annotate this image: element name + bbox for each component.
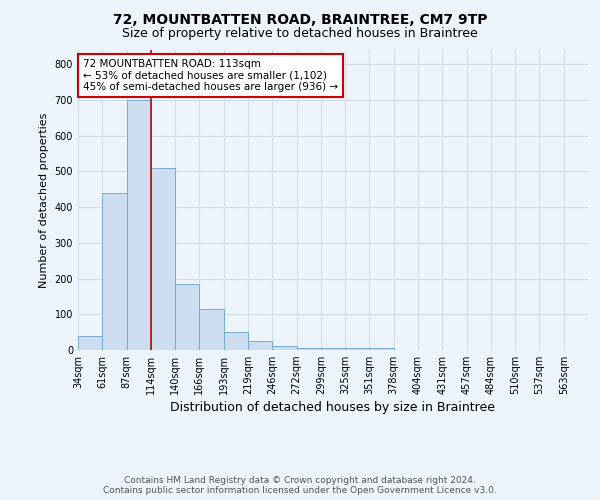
Bar	[345, 348, 370, 350]
Bar	[370, 348, 394, 350]
Y-axis label: Number of detached properties: Number of detached properties	[39, 112, 49, 288]
Bar	[127, 100, 151, 350]
Text: Contains HM Land Registry data © Crown copyright and database right 2024.
Contai: Contains HM Land Registry data © Crown c…	[103, 476, 497, 495]
Text: 72, MOUNTBATTEN ROAD, BRAINTREE, CM7 9TP: 72, MOUNTBATTEN ROAD, BRAINTREE, CM7 9TP	[113, 12, 487, 26]
Bar	[78, 336, 102, 350]
Bar	[102, 193, 127, 350]
Bar	[175, 284, 199, 350]
Bar	[248, 341, 272, 350]
Bar	[151, 168, 175, 350]
Text: 72 MOUNTBATTEN ROAD: 113sqm
← 53% of detached houses are smaller (1,102)
45% of : 72 MOUNTBATTEN ROAD: 113sqm ← 53% of det…	[83, 59, 338, 92]
Bar	[224, 332, 248, 350]
Bar	[199, 309, 224, 350]
Bar	[296, 348, 321, 350]
X-axis label: Distribution of detached houses by size in Braintree: Distribution of detached houses by size …	[170, 402, 496, 414]
Bar	[272, 346, 296, 350]
Text: Size of property relative to detached houses in Braintree: Size of property relative to detached ho…	[122, 28, 478, 40]
Bar	[321, 348, 345, 350]
